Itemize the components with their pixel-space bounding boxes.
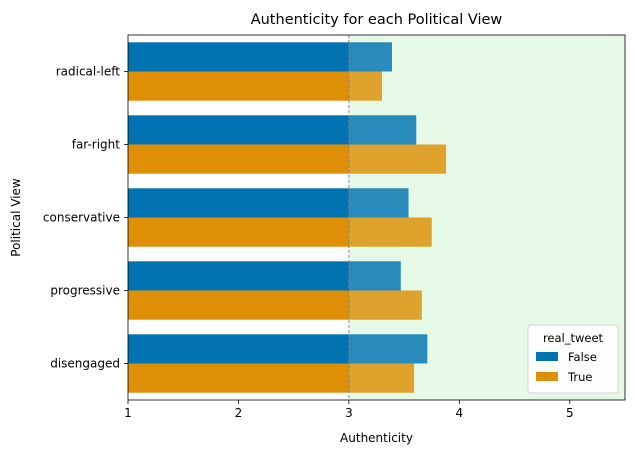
x-tick-label: 4 (456, 406, 464, 420)
y-tick-label: far-right (72, 138, 121, 152)
bar-tint-far-right-false (348, 115, 417, 145)
plot-area: radical-left far-right conservative progres… (43, 34, 626, 420)
plot-frame (127, 34, 626, 401)
bar-tint-far-right-true (348, 144, 447, 174)
legend-swatch-false (536, 352, 558, 361)
y-axis-label: Political View (9, 178, 23, 257)
legend-label-true: True (567, 370, 592, 384)
bar-tint-radical-left-true (348, 71, 383, 101)
legend: real_tweet False True (527, 324, 619, 394)
bar-tint-disengaged-true (348, 363, 415, 393)
bar-conservative-false (128, 188, 409, 218)
bar-far-right-false (128, 115, 417, 145)
bar-progressive-false (128, 261, 401, 291)
x-axis-label: Authenticity (340, 431, 413, 445)
bar-tint-conservative-true (348, 217, 432, 247)
y-tick-label: progressive (50, 284, 120, 298)
bar-disengaged-true (128, 363, 415, 393)
legend-swatch-true (536, 372, 558, 381)
x-tick-label: 5 (566, 406, 574, 420)
bar-tint-radical-left-false (348, 42, 392, 72)
y-tick-label: conservative (43, 211, 120, 225)
legend-title: real_tweet (543, 331, 604, 345)
bar-tint-disengaged-false (348, 334, 428, 364)
x-tick-label: 2 (235, 406, 243, 420)
bar-tint-progressive-false (348, 261, 401, 291)
bar-radical-left-false (128, 42, 392, 72)
bar-conservative-true (128, 217, 432, 247)
bar-disengaged-false (128, 334, 428, 364)
bar-tint-conservative-false (348, 188, 409, 218)
bar-tint-progressive-true (348, 290, 422, 320)
chart-title: Authenticity for each Political View (251, 12, 503, 28)
bar-progressive-true (128, 290, 422, 320)
x-tick-label: 1 (124, 406, 132, 420)
legend-label-false: False (568, 350, 597, 364)
x-tick-label: 3 (345, 406, 353, 420)
bar-far-right-true (128, 144, 447, 174)
y-tick-label: disengaged (50, 357, 120, 371)
y-tick-label: radical-left (56, 65, 121, 79)
bar-radical-left-true (128, 71, 383, 101)
